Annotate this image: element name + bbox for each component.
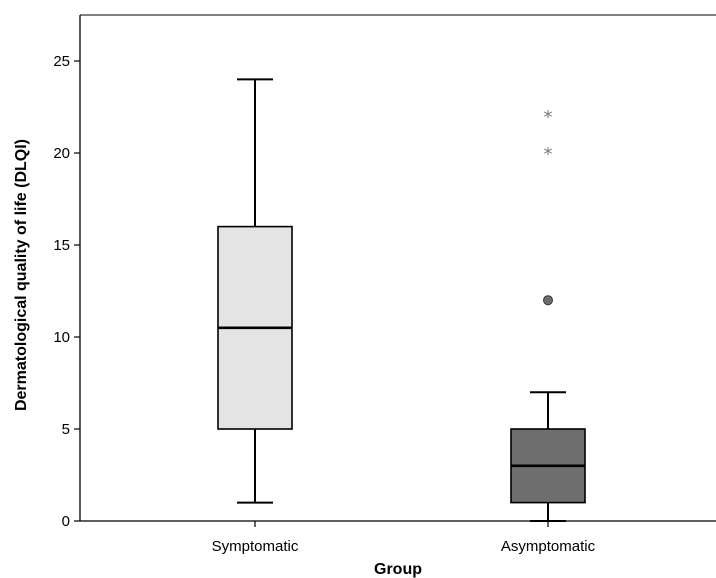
y-axis-title: Dermatological quality of life (DLQI) [13,139,30,411]
y-tick-label: 25 [53,53,70,70]
extreme-point: * [544,107,553,128]
x-tick-label: Symptomatic [212,538,299,555]
x-tick-label: Asymptomatic [501,538,596,555]
box-asymptomatic: ** [510,107,586,522]
axes [79,14,716,522]
y-tick-label: 15 [53,237,70,254]
outlier-point [543,295,553,306]
box-symptomatic [217,78,293,504]
y-tick-label: 5 [62,421,70,438]
y-tick-label: 0 [62,513,70,530]
y-tick-label: 20 [53,145,70,162]
y-ticks: 0 5 10 15 20 25 [53,53,80,530]
x-tick-labels: Symptomatic Asymptomatic [212,521,596,555]
boxes: ** [217,78,586,522]
extreme-point: * [544,144,553,165]
y-tick-label: 10 [53,329,70,346]
x-axis-title: Group [374,561,422,578]
